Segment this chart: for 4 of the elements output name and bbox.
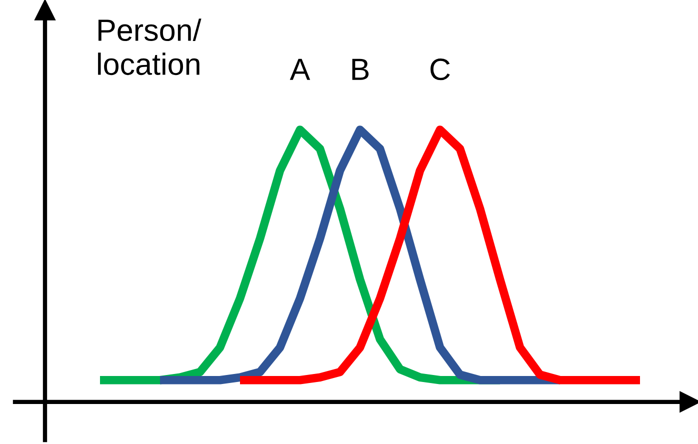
series-label: C xyxy=(430,58,450,80)
y-axis-title: Person/ location xyxy=(98,18,202,76)
series-label: A xyxy=(290,58,310,80)
series-label: B xyxy=(352,58,369,80)
